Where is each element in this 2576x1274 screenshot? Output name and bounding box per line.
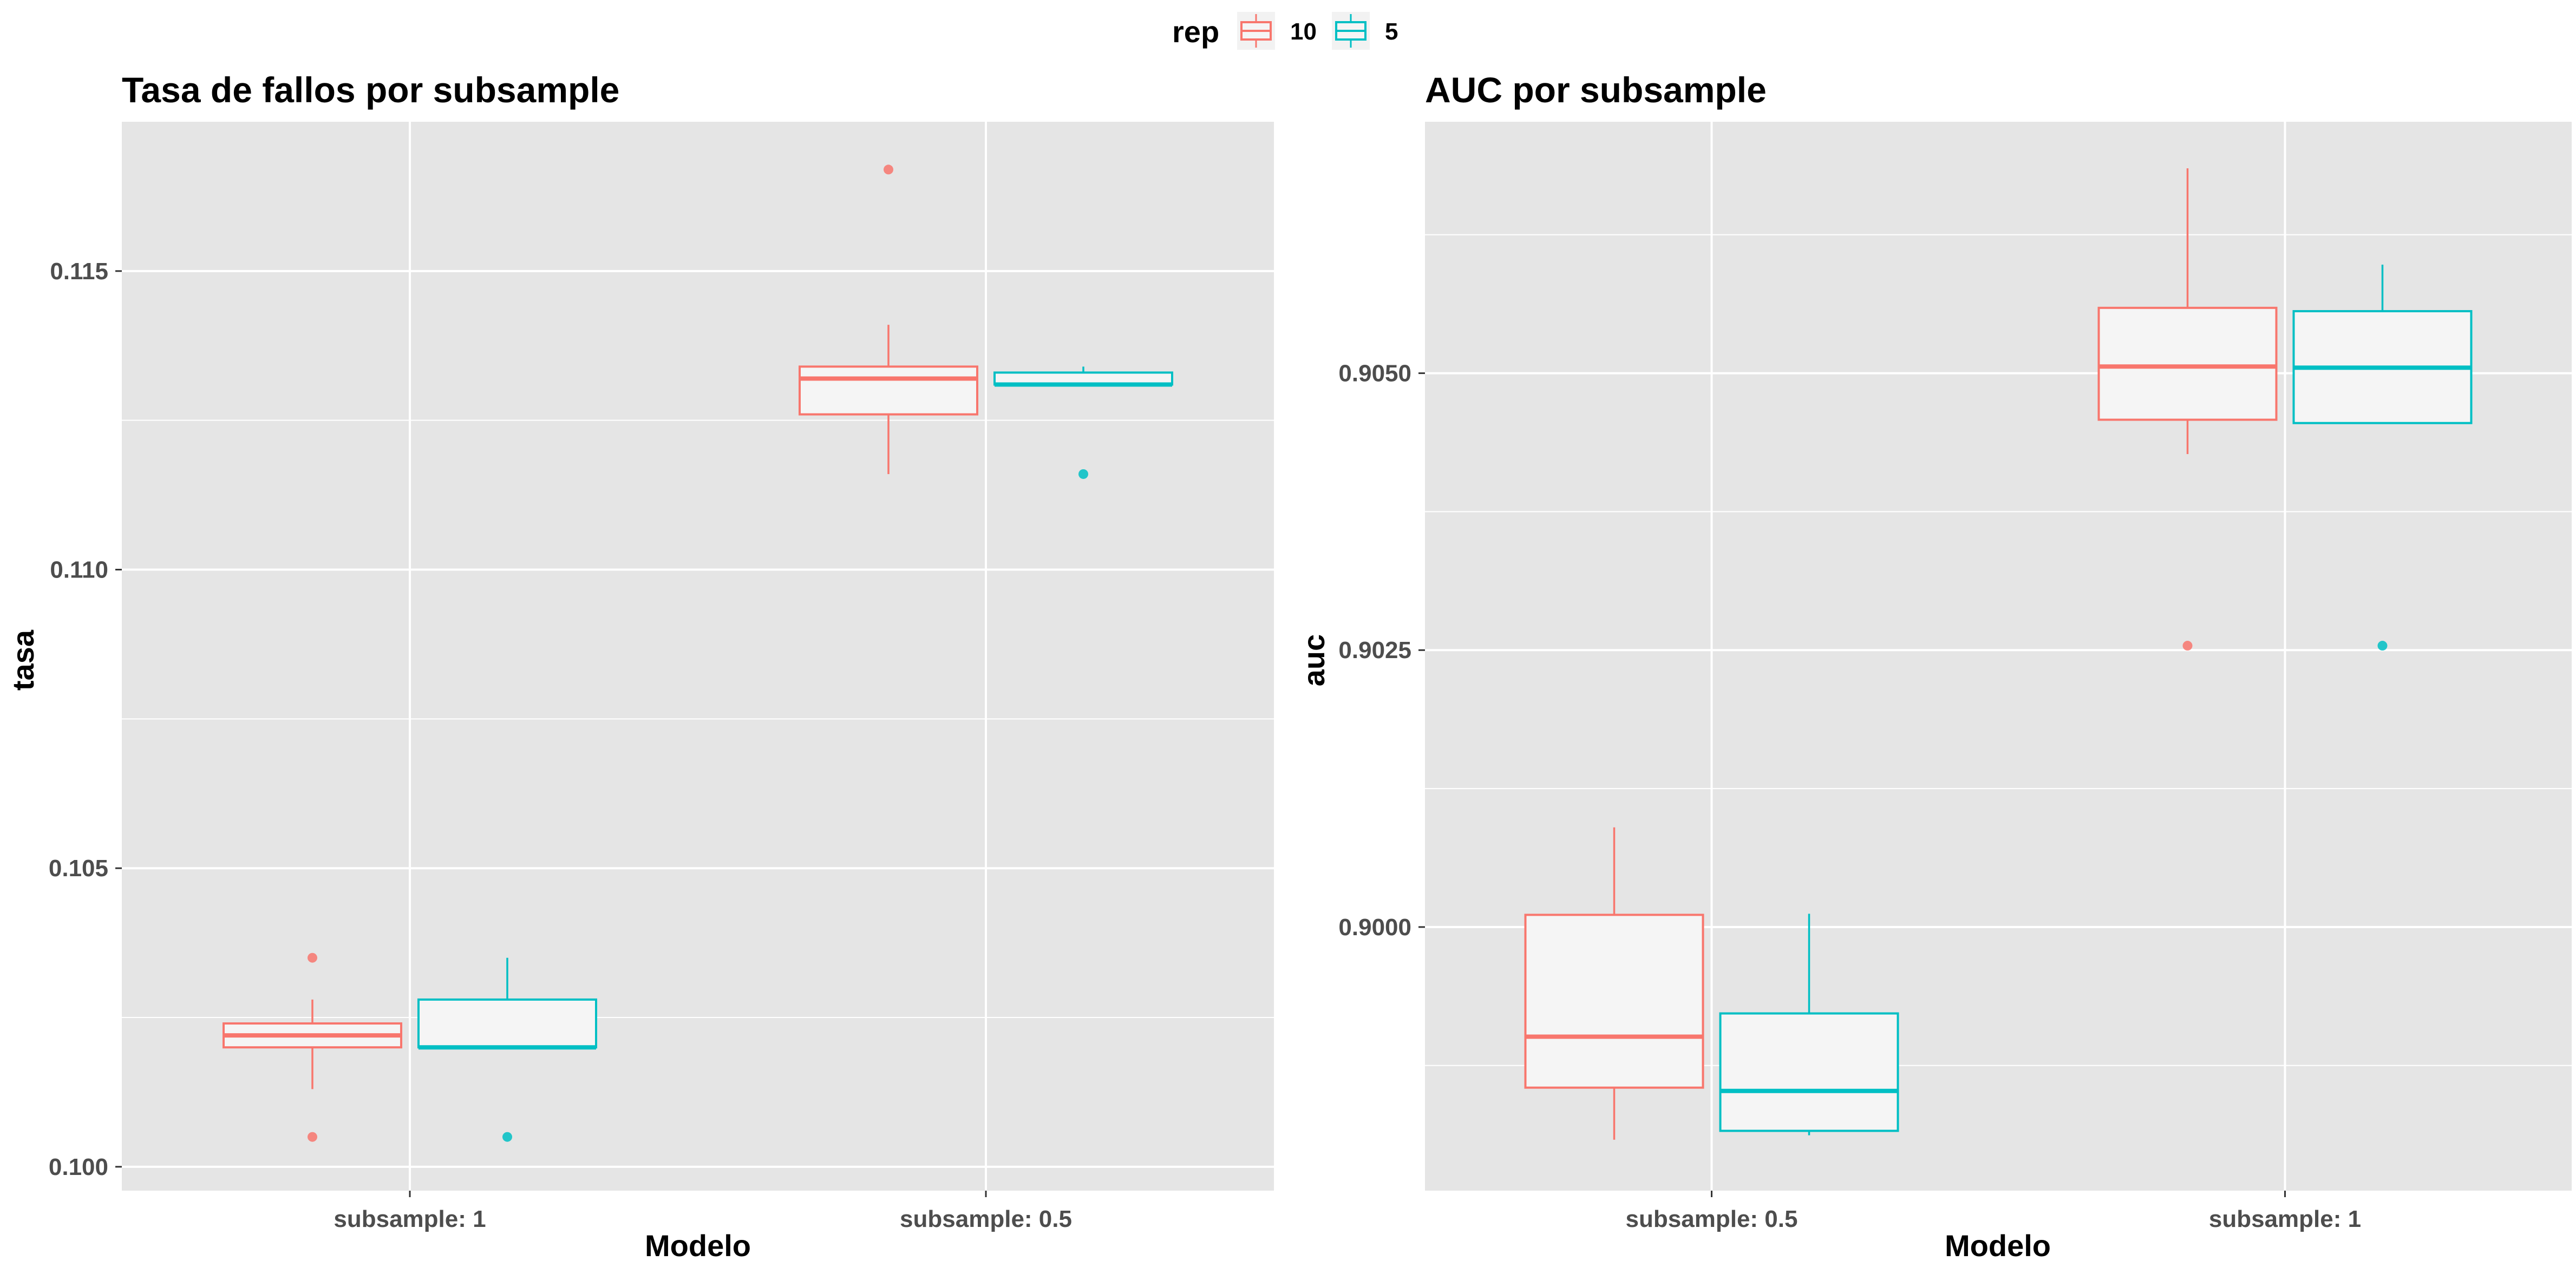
box	[1719, 1012, 1899, 1132]
box-5-subsample-0-5	[1719, 914, 1899, 1135]
left-plot-area: 0.100 0.105 0.110 0.115 subsample: 1 subsampl…	[49, 122, 1274, 1232]
outlier-point	[2182, 641, 2193, 651]
outlier-point	[502, 1132, 512, 1142]
legend-keys: 10 5	[1237, 12, 1398, 50]
outlier-point	[308, 1132, 317, 1142]
right-y-axis-title: auc	[1297, 634, 1331, 687]
x-tick-label: subsample: 1	[2209, 1206, 2361, 1232]
box-5-subsample-1	[417, 957, 597, 1142]
x-tick-label: subsample: 1	[334, 1206, 486, 1232]
box-5-subsample-1	[2292, 265, 2473, 651]
outlier-point	[1078, 469, 1088, 479]
y-tick-label: 0.105	[49, 855, 108, 882]
box	[799, 365, 978, 416]
legend-label: 10	[1290, 18, 1317, 45]
box-10-subsample-1	[2097, 168, 2278, 651]
right-chart-panel: AUC por subsample 0.9000 0.9025 0.9050 subs…	[1297, 70, 2572, 1263]
box	[1524, 914, 1704, 1089]
outlier-point	[308, 953, 317, 963]
left-y-axis-title: tasa	[6, 629, 40, 691]
y-tick-label: 0.115	[50, 258, 108, 285]
right-plot-area: 0.9000 0.9025 0.9050 subsample: 0.5 subsampl…	[1338, 122, 2572, 1232]
outlier-point	[884, 165, 893, 175]
y-tick-label: 0.9050	[1338, 360, 1411, 387]
left-x-axis-title: Modelo	[645, 1229, 751, 1263]
y-tick-label: 0.9025	[1338, 637, 1411, 664]
legend-title: rep	[1172, 15, 1219, 49]
box	[417, 998, 597, 1049]
legend-key-10: 10	[1237, 12, 1317, 50]
right-x-axis-title: Modelo	[1945, 1229, 2051, 1263]
plot-background	[122, 122, 1274, 1191]
box	[2097, 306, 2278, 421]
right-chart-title: AUC por subsample	[1425, 70, 1767, 110]
box-10-subsample-1	[223, 953, 402, 1142]
x-tick-label: subsample: 0.5	[1626, 1206, 1798, 1232]
box-5-subsample-0-5	[993, 366, 1173, 479]
legend-label: 5	[1385, 18, 1398, 45]
box-10-subsample-0-5	[799, 165, 978, 474]
y-tick-label: 0.100	[49, 1154, 108, 1180]
outlier-point	[2377, 641, 2388, 651]
x-tick-label: subsample: 0.5	[900, 1206, 1072, 1232]
legend-key-5: 5	[1332, 12, 1398, 50]
left-chart-panel: Tasa de fallos por subsample 0.1000.1050…	[6, 70, 1274, 1263]
legend: rep 10 5	[1172, 12, 1398, 50]
y-tick-label: 0.110	[50, 557, 108, 583]
y-tick-label: 0.9000	[1338, 914, 1411, 941]
left-chart-title: Tasa de fallos por subsample	[122, 70, 619, 110]
box-10-subsample-0-5	[1524, 827, 1704, 1140]
